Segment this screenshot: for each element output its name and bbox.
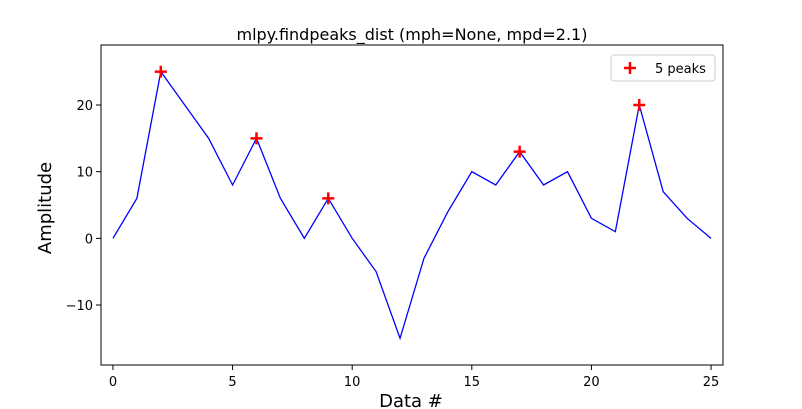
y-tick-label: 0 bbox=[85, 232, 93, 247]
x-tick-label: 0 bbox=[109, 375, 117, 390]
x-axis-ticks: 0 5 10 15 20 25 bbox=[109, 365, 719, 390]
x-tick-label: 5 bbox=[228, 375, 236, 390]
peak-marker bbox=[322, 192, 335, 205]
y-axis-title: Amplitude bbox=[35, 162, 56, 254]
plot-area bbox=[101, 45, 723, 365]
plot-frame bbox=[100, 44, 724, 366]
peak-marker bbox=[513, 145, 526, 158]
y-tick-label: 10 bbox=[76, 166, 93, 181]
x-tick-label: 25 bbox=[703, 375, 720, 390]
peak-marker bbox=[633, 99, 646, 111]
y-axis-ticks: −10 0 10 20 bbox=[66, 99, 101, 314]
amplitude-line bbox=[112, 70, 712, 341]
legend-box bbox=[610, 54, 716, 82]
peak-markers bbox=[154, 65, 646, 205]
series-layer bbox=[112, 70, 712, 341]
y-tick-label: 20 bbox=[76, 99, 93, 114]
peak-marker bbox=[250, 132, 263, 145]
x-tick-label: 10 bbox=[344, 375, 361, 390]
x-axis-title: Data # bbox=[379, 391, 443, 409]
x-tick-label: 20 bbox=[583, 375, 600, 390]
legend: 5 peaks bbox=[610, 54, 716, 82]
legend-label: 5 peaks bbox=[655, 62, 706, 77]
x-tick-label: 15 bbox=[464, 375, 481, 390]
chart-title: mlpy.findpeaks_dist (mph=None, mpd=2.1) bbox=[237, 25, 588, 45]
y-tick-label: −10 bbox=[66, 299, 93, 314]
legend-marker bbox=[624, 62, 636, 74]
peak-marker bbox=[154, 65, 167, 78]
